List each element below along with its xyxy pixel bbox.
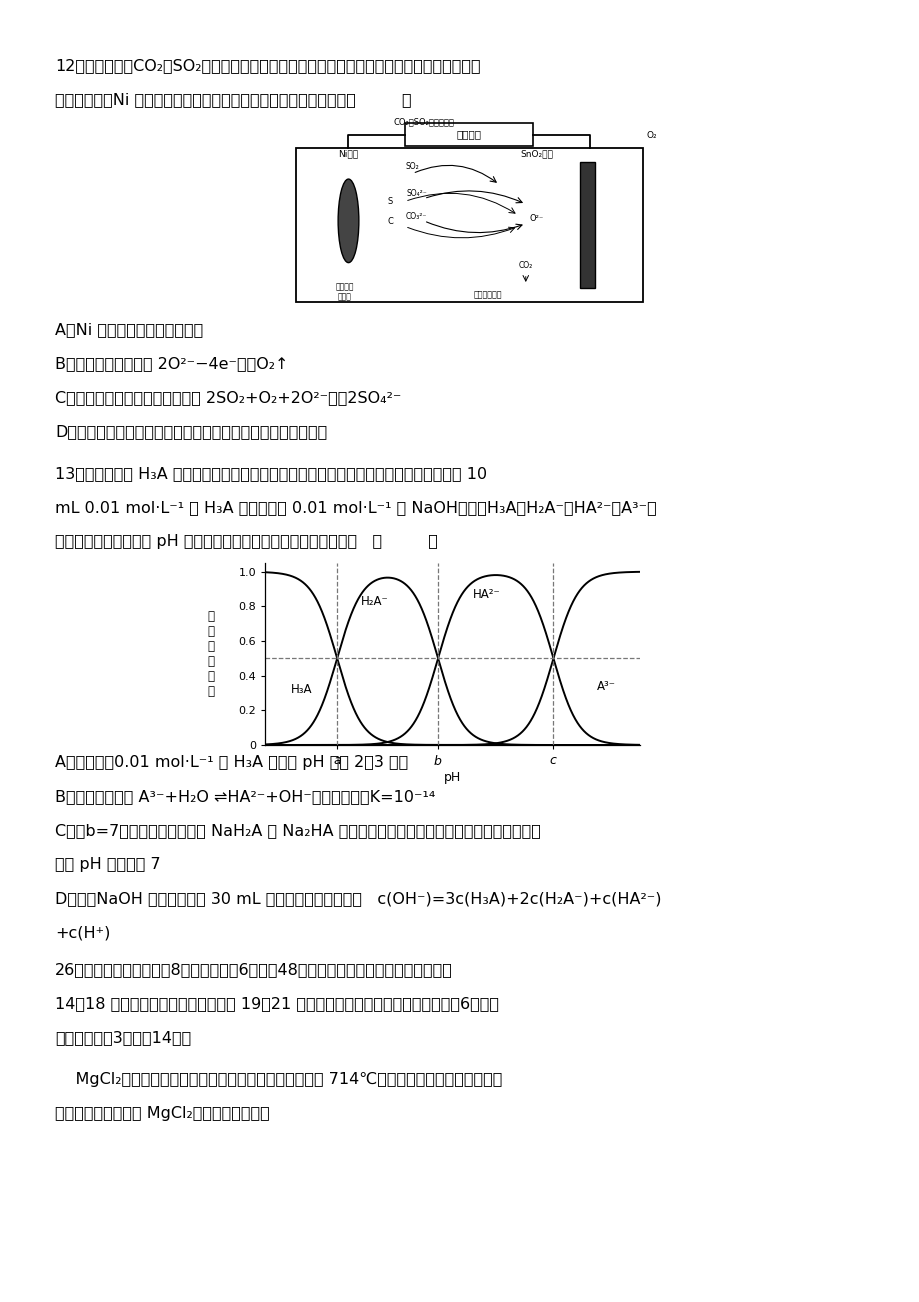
Text: SO₂: SO₂ — [405, 163, 419, 172]
Text: 物质的量分数与溶液的 pH 的关系如图所示。则下列说法中错误的是   （         ）: 物质的量分数与溶液的 pH 的关系如图所示。则下列说法中错误的是 （ ） — [55, 534, 437, 549]
Text: 一段时间后，Ni 电极表面形成掺杂硫的碳积层。下列说法错误的是（         ）: 一段时间后，Ni 电极表面形成掺杂硫的碳积层。下列说法错误的是（ ） — [55, 92, 411, 107]
Text: SO₄²⁻: SO₄²⁻ — [405, 189, 426, 198]
Text: 26．二、选择题：本题兲8小题，每小题6分，全48分。在每小题给出的四个选项中，第: 26．二、选择题：本题兲8小题，每小题6分，全48分。在每小题给出的四个选项中，… — [55, 962, 452, 976]
Text: 掺杂硫的
碳积层: 掺杂硫的 碳积层 — [335, 283, 354, 302]
Text: C: C — [387, 216, 392, 225]
Text: D．该过程实现了电解质中熔融碳酸盐和硫酸盐的自主补充循环: D．该过程实现了电解质中熔融碳酸盐和硫酸盐的自主补充循环 — [55, 424, 327, 439]
Text: SnO₂电极: SnO₂电极 — [520, 150, 553, 159]
Text: H₂A⁻: H₂A⁻ — [360, 595, 388, 608]
Text: B．阳极的电极反应为 2O²⁻−4e⁻＝＝O₂↑: B．阳极的电极反应为 2O²⁻−4e⁻＝＝O₂↑ — [55, 355, 288, 371]
Text: 熔融盐电解质: 熔融盐电解质 — [473, 290, 502, 299]
Text: CO₃²⁻: CO₃²⁻ — [405, 212, 426, 221]
Text: A．Ni 电极表面发生了还原反应: A．Ni 电极表面发生了还原反应 — [55, 322, 203, 337]
Text: B．常温时，反应 A³⁻+H₂O ⇌HA²⁻+OH⁻的平衡常数为K=10⁻¹⁴: B．常温时，反应 A³⁻+H₂O ⇌HA²⁻+OH⁻的平衡常数为K=10⁻¹⁴ — [55, 789, 435, 805]
Text: O₂: O₂ — [646, 132, 657, 141]
Text: MgCl₂在金属冶炼、食品添加等行业应用广泛，熔点为 714℃，易水解和形成结晶水合物。: MgCl₂在金属冶炼、食品添加等行业应用广泛，熔点为 714℃，易水解和形成结晶… — [55, 1072, 502, 1087]
Bar — [404, 124, 533, 146]
Text: D．加入NaOH 溶液的体积为 30 mL 时，所得溶液中存在有   c(OH⁻)=3c(H₃A)+2c(H₂A⁻)+c(HA²⁻): D．加入NaOH 溶液的体积为 30 mL 时，所得溶液中存在有 c(OH⁻)=… — [55, 891, 661, 906]
Text: 对但不全的得3分，（14分）: 对但不全的得3分，（14分） — [55, 1030, 191, 1046]
Text: +c(H⁺): +c(H⁺) — [55, 924, 110, 940]
Y-axis label: 物
质
的
量
分
数: 物 质 的 量 分 数 — [207, 611, 214, 698]
Bar — [295, 148, 642, 302]
Text: HA²⁻: HA²⁻ — [472, 587, 501, 600]
Text: mL 0.01 mol·L⁻¹ 的 H₃A 溶液中滴入 0.01 mol·L⁻¹ 的 NaOH溶液，H₃A、H₂A⁻、HA²⁻、A³⁻的: mL 0.01 mol·L⁻¹ 的 H₃A 溶液中滴入 0.01 mol·L⁻¹… — [55, 500, 656, 516]
Text: 液的 pH 一定等于 7: 液的 pH 一定等于 7 — [55, 857, 161, 872]
Text: S: S — [387, 197, 392, 206]
Text: A³⁻: A³⁻ — [596, 680, 615, 693]
Text: 12．电解法处理CO₂和SO₂的混合气体的原理如图所示，电解质为熔融碳酸盐和硫酸盐，通电: 12．电解法处理CO₂和SO₂的混合气体的原理如图所示，电解质为熔融碳酸盐和硫酸… — [55, 59, 480, 73]
Text: H₃A: H₃A — [290, 684, 312, 697]
Text: A．常温时，0.01 mol·L⁻¹ 的 H₃A 溶液的 pH 介于 2～3 之间: A．常温时，0.01 mol·L⁻¹ 的 H₃A 溶液的 pH 介于 2～3 之… — [55, 755, 408, 769]
Text: CO₂和SO₂的混合气体: CO₂和SO₂的混合气体 — [393, 117, 454, 126]
Text: CO₂: CO₂ — [518, 262, 532, 271]
Text: C．电解质中发生的离子反应只有 2SO₂+O₂+2O²⁻＝＝2SO₄²⁻: C．电解质中发生的离子反应只有 2SO₂+O₂+2O²⁻＝＝2SO₄²⁻ — [55, 391, 401, 405]
X-axis label: pH: pH — [443, 771, 460, 784]
Text: 学习小组在实验室对 MgCl₂的制备进行探究。: 学习小组在实验室对 MgCl₂的制备进行探究。 — [55, 1105, 269, 1121]
Text: C．若b=7，则将等物质的量的 NaH₂A 与 Na₂HA 加入到适量蒸馏水中使其完全溶解，则所得的溶: C．若b=7，则将等物质的量的 NaH₂A 与 Na₂HA 加入到适量蒸馏水中使… — [55, 823, 540, 838]
Text: O²⁻: O²⁻ — [529, 214, 544, 223]
Text: 直流电源: 直流电源 — [456, 129, 482, 139]
Text: 14～18 题只有一项符合题目要求，第 19～21 题有多项符合题目要求．全部选对的得6分，选: 14～18 题只有一项符合题目要求，第 19～21 题有多项符合题目要求．全部选… — [55, 996, 498, 1010]
Text: 13．某三元罺酸 H₃A 在表面活性剂、洗洤剂、润滑剂等方面具有重要的地位。常温时，向 10: 13．某三元罺酸 H₃A 在表面活性剂、洗洤剂、润滑剂等方面具有重要的地位。常温… — [55, 466, 486, 480]
Ellipse shape — [338, 180, 358, 263]
Text: Ni电极: Ni电极 — [338, 150, 358, 159]
Bar — [580, 163, 595, 288]
